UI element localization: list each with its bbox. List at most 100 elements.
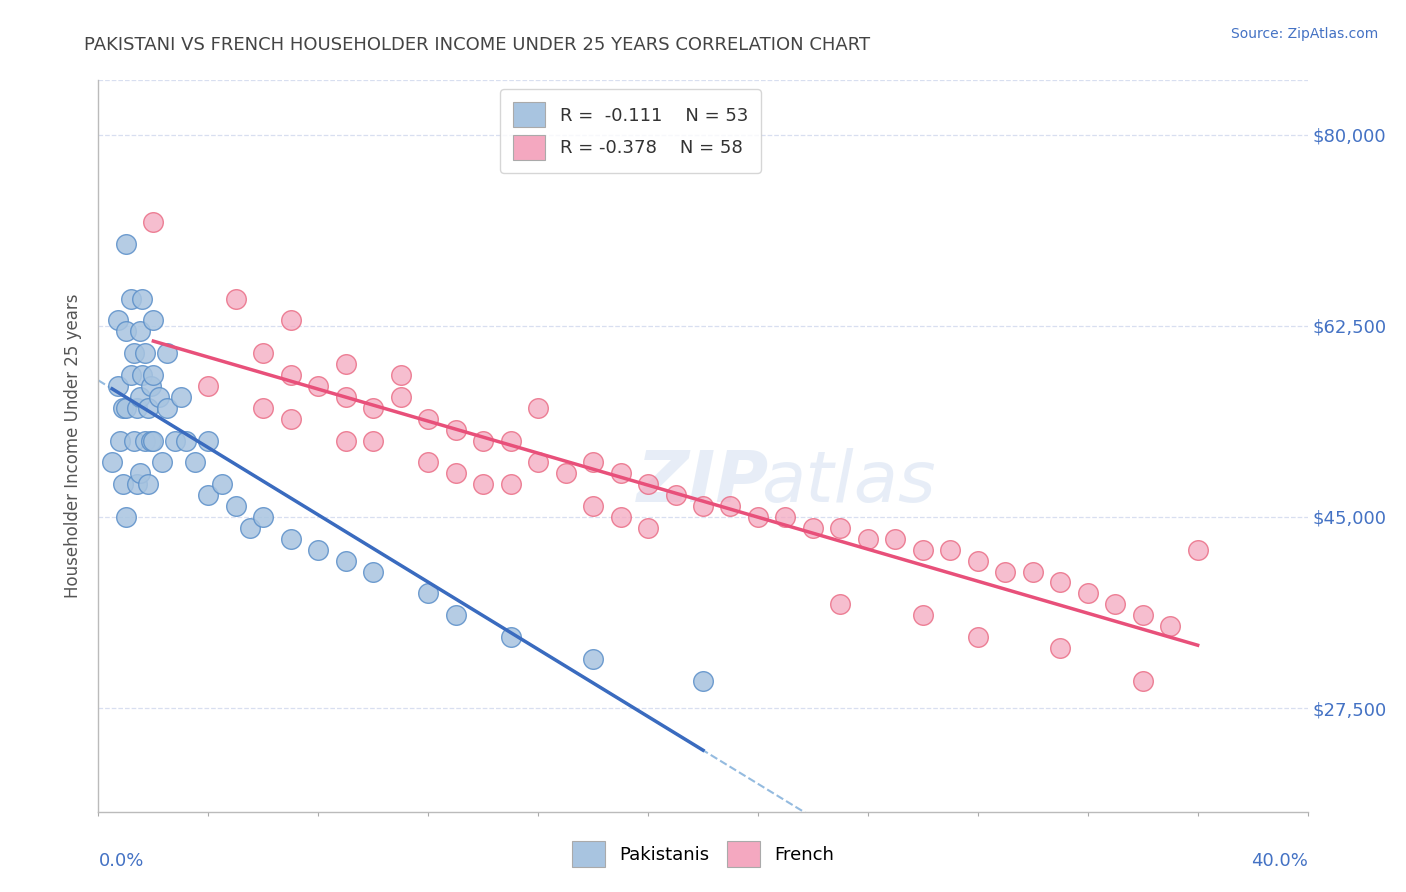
- Point: [280, 411, 302, 425]
- Point: [252, 346, 274, 360]
- Legend: Pakistanis, French: Pakistanis, French: [565, 834, 841, 874]
- Point: [335, 390, 357, 404]
- Point: [335, 554, 357, 568]
- Point: [136, 477, 159, 491]
- Point: [582, 652, 605, 666]
- Point: [335, 357, 357, 371]
- Point: [527, 455, 550, 469]
- Point: [1187, 542, 1209, 557]
- Point: [134, 434, 156, 448]
- Point: [1132, 673, 1154, 688]
- Legend: R =  -0.111    N = 53, R = -0.378    N = 58: R = -0.111 N = 53, R = -0.378 N = 58: [501, 89, 761, 173]
- Point: [150, 455, 173, 469]
- Point: [830, 597, 852, 611]
- Point: [582, 499, 605, 513]
- Point: [499, 630, 522, 644]
- Point: [418, 411, 440, 425]
- Point: [131, 292, 153, 306]
- Point: [142, 313, 165, 327]
- Point: [280, 313, 302, 327]
- Point: [418, 586, 440, 600]
- Point: [527, 401, 550, 415]
- Point: [1077, 586, 1099, 600]
- Point: [197, 434, 219, 448]
- Point: [239, 521, 262, 535]
- Point: [830, 521, 852, 535]
- Point: [148, 390, 170, 404]
- Point: [966, 554, 988, 568]
- Point: [775, 510, 797, 524]
- Point: [115, 401, 138, 415]
- Point: [747, 510, 769, 524]
- Y-axis label: Householder Income Under 25 years: Householder Income Under 25 years: [65, 293, 83, 599]
- Point: [128, 467, 150, 481]
- Point: [142, 368, 165, 382]
- Point: [389, 390, 412, 404]
- Point: [554, 467, 576, 481]
- Point: [122, 434, 145, 448]
- Point: [692, 673, 714, 688]
- Point: [609, 467, 631, 481]
- Point: [125, 477, 148, 491]
- Point: [225, 292, 247, 306]
- Point: [1132, 608, 1154, 623]
- Point: [856, 532, 879, 546]
- Point: [472, 434, 495, 448]
- Point: [107, 379, 129, 393]
- Point: [884, 532, 907, 546]
- Point: [136, 401, 159, 415]
- Point: [472, 477, 495, 491]
- Point: [1022, 565, 1045, 579]
- Point: [197, 379, 219, 393]
- Point: [637, 477, 659, 491]
- Point: [499, 477, 522, 491]
- Point: [211, 477, 233, 491]
- Point: [128, 390, 150, 404]
- Point: [165, 434, 187, 448]
- Text: ZIP: ZIP: [637, 448, 769, 517]
- Point: [183, 455, 205, 469]
- Point: [131, 368, 153, 382]
- Point: [720, 499, 742, 513]
- Point: [115, 510, 138, 524]
- Text: 40.0%: 40.0%: [1251, 852, 1308, 870]
- Point: [418, 455, 440, 469]
- Point: [142, 215, 165, 229]
- Point: [197, 488, 219, 502]
- Point: [664, 488, 686, 502]
- Point: [139, 379, 162, 393]
- Point: [125, 401, 148, 415]
- Point: [609, 510, 631, 524]
- Point: [156, 401, 179, 415]
- Point: [112, 401, 135, 415]
- Point: [801, 521, 824, 535]
- Point: [101, 455, 124, 469]
- Text: Source: ZipAtlas.com: Source: ZipAtlas.com: [1230, 27, 1378, 41]
- Point: [225, 499, 247, 513]
- Point: [110, 434, 132, 448]
- Point: [120, 292, 142, 306]
- Text: PAKISTANI VS FRENCH HOUSEHOLDER INCOME UNDER 25 YEARS CORRELATION CHART: PAKISTANI VS FRENCH HOUSEHOLDER INCOME U…: [84, 36, 870, 54]
- Point: [280, 368, 302, 382]
- Point: [252, 401, 274, 415]
- Point: [361, 401, 384, 415]
- Point: [107, 313, 129, 327]
- Point: [134, 346, 156, 360]
- Point: [139, 434, 162, 448]
- Point: [156, 346, 179, 360]
- Point: [142, 434, 165, 448]
- Point: [1049, 640, 1071, 655]
- Point: [128, 324, 150, 338]
- Point: [112, 477, 135, 491]
- Point: [307, 379, 329, 393]
- Point: [361, 565, 384, 579]
- Point: [120, 368, 142, 382]
- Point: [499, 434, 522, 448]
- Point: [966, 630, 988, 644]
- Point: [1104, 597, 1126, 611]
- Point: [252, 510, 274, 524]
- Point: [911, 542, 934, 557]
- Text: atlas: atlas: [761, 448, 935, 517]
- Point: [361, 434, 384, 448]
- Point: [122, 346, 145, 360]
